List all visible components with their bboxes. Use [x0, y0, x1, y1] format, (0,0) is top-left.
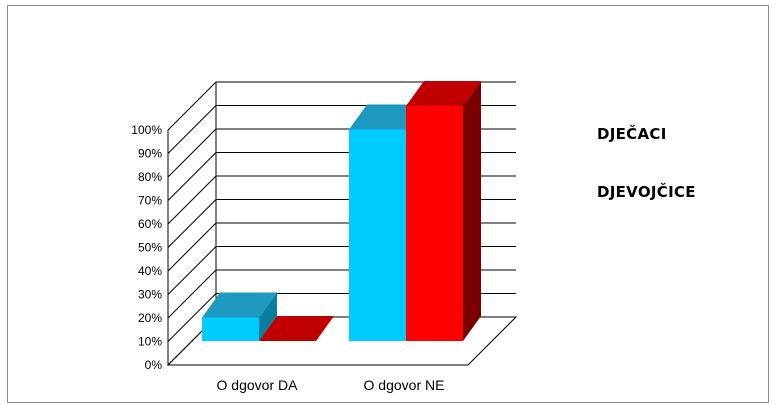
- y-tick-label: 20%: [138, 311, 162, 325]
- y-tick-label: 70%: [138, 194, 162, 208]
- bar-top-face: [349, 104, 424, 130]
- chart-frame: [7, 5, 769, 403]
- gridline-side: [167, 246, 217, 295]
- bar-front-face: [202, 317, 259, 341]
- bar-djecaci-0: [202, 292, 277, 341]
- y-tick-label: 10%: [138, 335, 162, 349]
- bar-top-face: [259, 316, 334, 341]
- gridline-side: [167, 152, 217, 201]
- legend-entry-djecaci: DJEČACI: [597, 125, 667, 143]
- gridline-side: [167, 81, 217, 131]
- x-category-label: O dgovor NE: [364, 377, 445, 393]
- bar-front-face: [349, 129, 406, 341]
- y-axis-tick-labels: 0% 10% 20% 30% 40% 50% 60% 70% 80% 90% 100%: [131, 123, 162, 372]
- gridline-side: [167, 293, 217, 342]
- y-tick-label: 100%: [131, 123, 162, 137]
- x-axis-category-labels: O dgovor DA O dgovor NE: [217, 377, 445, 393]
- x-category-label: O dgovor DA: [217, 377, 299, 393]
- y-tick-label: 50%: [138, 241, 162, 255]
- y-tick-label: 30%: [138, 288, 162, 302]
- bar-side-face: [259, 292, 277, 341]
- gridline-side: [167, 222, 217, 272]
- bar-top-face: [202, 292, 277, 318]
- y-tick-label: 40%: [138, 264, 162, 278]
- chart-bars: [202, 81, 481, 341]
- gridline-side: [167, 175, 217, 225]
- bar-front-face: [406, 106, 463, 341]
- gridline-side: [167, 105, 217, 154]
- gridline-side: [167, 269, 217, 319]
- y-tick-label: 0%: [145, 358, 163, 372]
- bar-djevojcice-0: [259, 316, 334, 341]
- legend-entry-djevojcice: DJEVOJČICE: [597, 183, 696, 201]
- y-tick-label: 80%: [138, 170, 162, 184]
- bar-djevojcice-1: [406, 81, 481, 341]
- y-tick-label: 60%: [138, 217, 162, 231]
- bar-side-face: [463, 81, 481, 341]
- gridline-side: [167, 199, 217, 248]
- bar-top-face: [406, 81, 481, 106]
- y-tick-label: 90%: [138, 147, 162, 161]
- gridline-side: [167, 128, 217, 178]
